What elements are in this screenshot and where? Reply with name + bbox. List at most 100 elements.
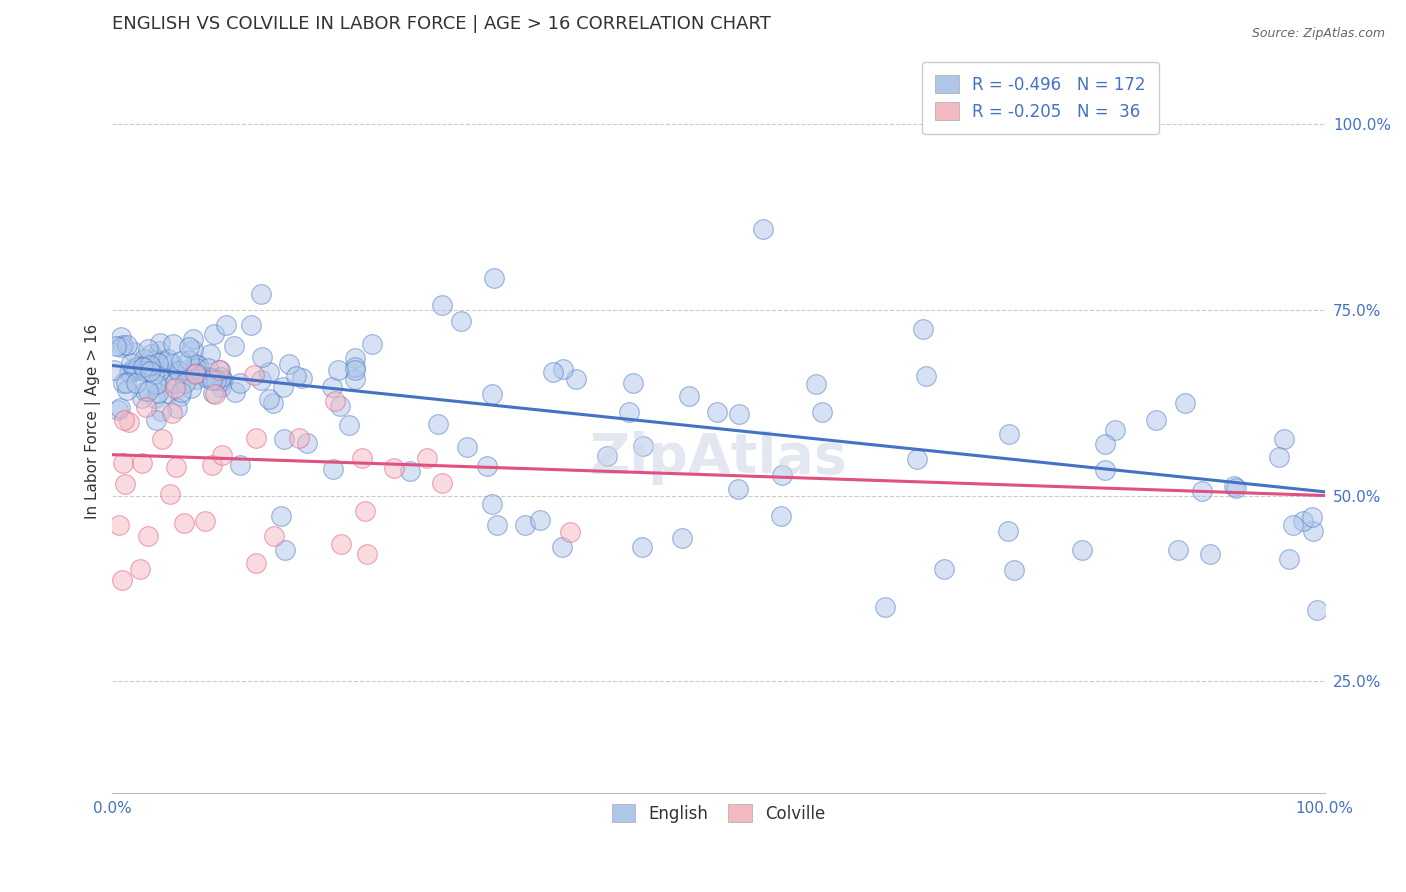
Point xyxy=(1174,396,1197,410)
Point xyxy=(343,372,366,386)
Point xyxy=(177,340,200,354)
Point xyxy=(115,376,138,391)
Point xyxy=(416,451,439,466)
Point xyxy=(1292,514,1315,528)
Point xyxy=(134,384,156,399)
Point xyxy=(148,356,170,370)
Point xyxy=(477,458,499,473)
Point xyxy=(997,524,1019,539)
Point xyxy=(631,540,654,554)
Point xyxy=(201,371,224,385)
Point xyxy=(481,497,503,511)
Point xyxy=(356,547,378,561)
Point xyxy=(209,379,232,393)
Point xyxy=(250,372,273,386)
Point xyxy=(321,380,343,394)
Point xyxy=(150,432,173,446)
Point xyxy=(278,358,301,372)
Point xyxy=(328,399,350,413)
Point xyxy=(166,362,188,376)
Point xyxy=(160,357,183,371)
Point xyxy=(181,333,204,347)
Point xyxy=(118,415,141,429)
Point xyxy=(1272,433,1295,447)
Point xyxy=(426,417,449,431)
Point xyxy=(134,364,156,378)
Point xyxy=(165,459,187,474)
Point xyxy=(170,385,193,400)
Point xyxy=(875,599,897,614)
Point xyxy=(108,401,131,415)
Point xyxy=(162,405,184,419)
Point xyxy=(529,513,551,527)
Point xyxy=(202,386,225,401)
Point xyxy=(558,525,581,540)
Point xyxy=(167,363,190,377)
Point xyxy=(751,222,773,236)
Point xyxy=(136,529,159,543)
Point xyxy=(262,396,284,410)
Point xyxy=(430,298,453,312)
Point xyxy=(143,392,166,406)
Point xyxy=(270,508,292,523)
Point xyxy=(157,351,180,366)
Point xyxy=(804,377,827,392)
Point xyxy=(180,381,202,395)
Point xyxy=(337,417,360,432)
Point xyxy=(211,374,233,388)
Point xyxy=(291,371,314,385)
Point xyxy=(273,432,295,446)
Point xyxy=(224,339,246,353)
Point xyxy=(166,401,188,415)
Point xyxy=(202,327,225,342)
Point xyxy=(132,360,155,375)
Point xyxy=(143,368,166,382)
Point xyxy=(146,386,169,401)
Point xyxy=(148,364,170,378)
Point xyxy=(263,528,285,542)
Point xyxy=(112,413,135,427)
Point xyxy=(257,392,280,407)
Point xyxy=(250,286,273,301)
Point xyxy=(384,461,406,475)
Point xyxy=(131,456,153,470)
Point xyxy=(671,531,693,545)
Point xyxy=(162,337,184,351)
Point xyxy=(343,351,366,365)
Point xyxy=(139,364,162,378)
Point xyxy=(118,365,141,379)
Point xyxy=(297,435,319,450)
Point xyxy=(187,358,209,372)
Point xyxy=(243,368,266,382)
Point xyxy=(173,376,195,390)
Point xyxy=(361,337,384,351)
Text: ENGLISH VS COLVILLE IN LABOR FORCE | AGE > 16 CORRELATION CHART: ENGLISH VS COLVILLE IN LABOR FORCE | AGE… xyxy=(112,15,772,33)
Point xyxy=(1268,450,1291,464)
Point xyxy=(201,373,224,387)
Point xyxy=(1225,481,1247,495)
Point xyxy=(129,363,152,377)
Point xyxy=(208,363,231,377)
Point xyxy=(194,514,217,528)
Point xyxy=(184,357,207,371)
Point xyxy=(131,392,153,406)
Point xyxy=(145,352,167,367)
Point xyxy=(245,431,267,445)
Point xyxy=(125,359,148,374)
Point xyxy=(157,386,180,401)
Point xyxy=(209,362,232,376)
Point xyxy=(197,360,219,375)
Point xyxy=(288,432,311,446)
Point xyxy=(550,540,572,554)
Point xyxy=(148,344,170,359)
Point xyxy=(343,363,366,377)
Point xyxy=(728,407,751,421)
Point xyxy=(149,403,172,417)
Point xyxy=(186,366,208,380)
Point xyxy=(150,354,173,368)
Point xyxy=(229,458,252,472)
Point xyxy=(727,482,749,496)
Point xyxy=(110,329,132,343)
Point xyxy=(125,376,148,391)
Point xyxy=(329,537,352,551)
